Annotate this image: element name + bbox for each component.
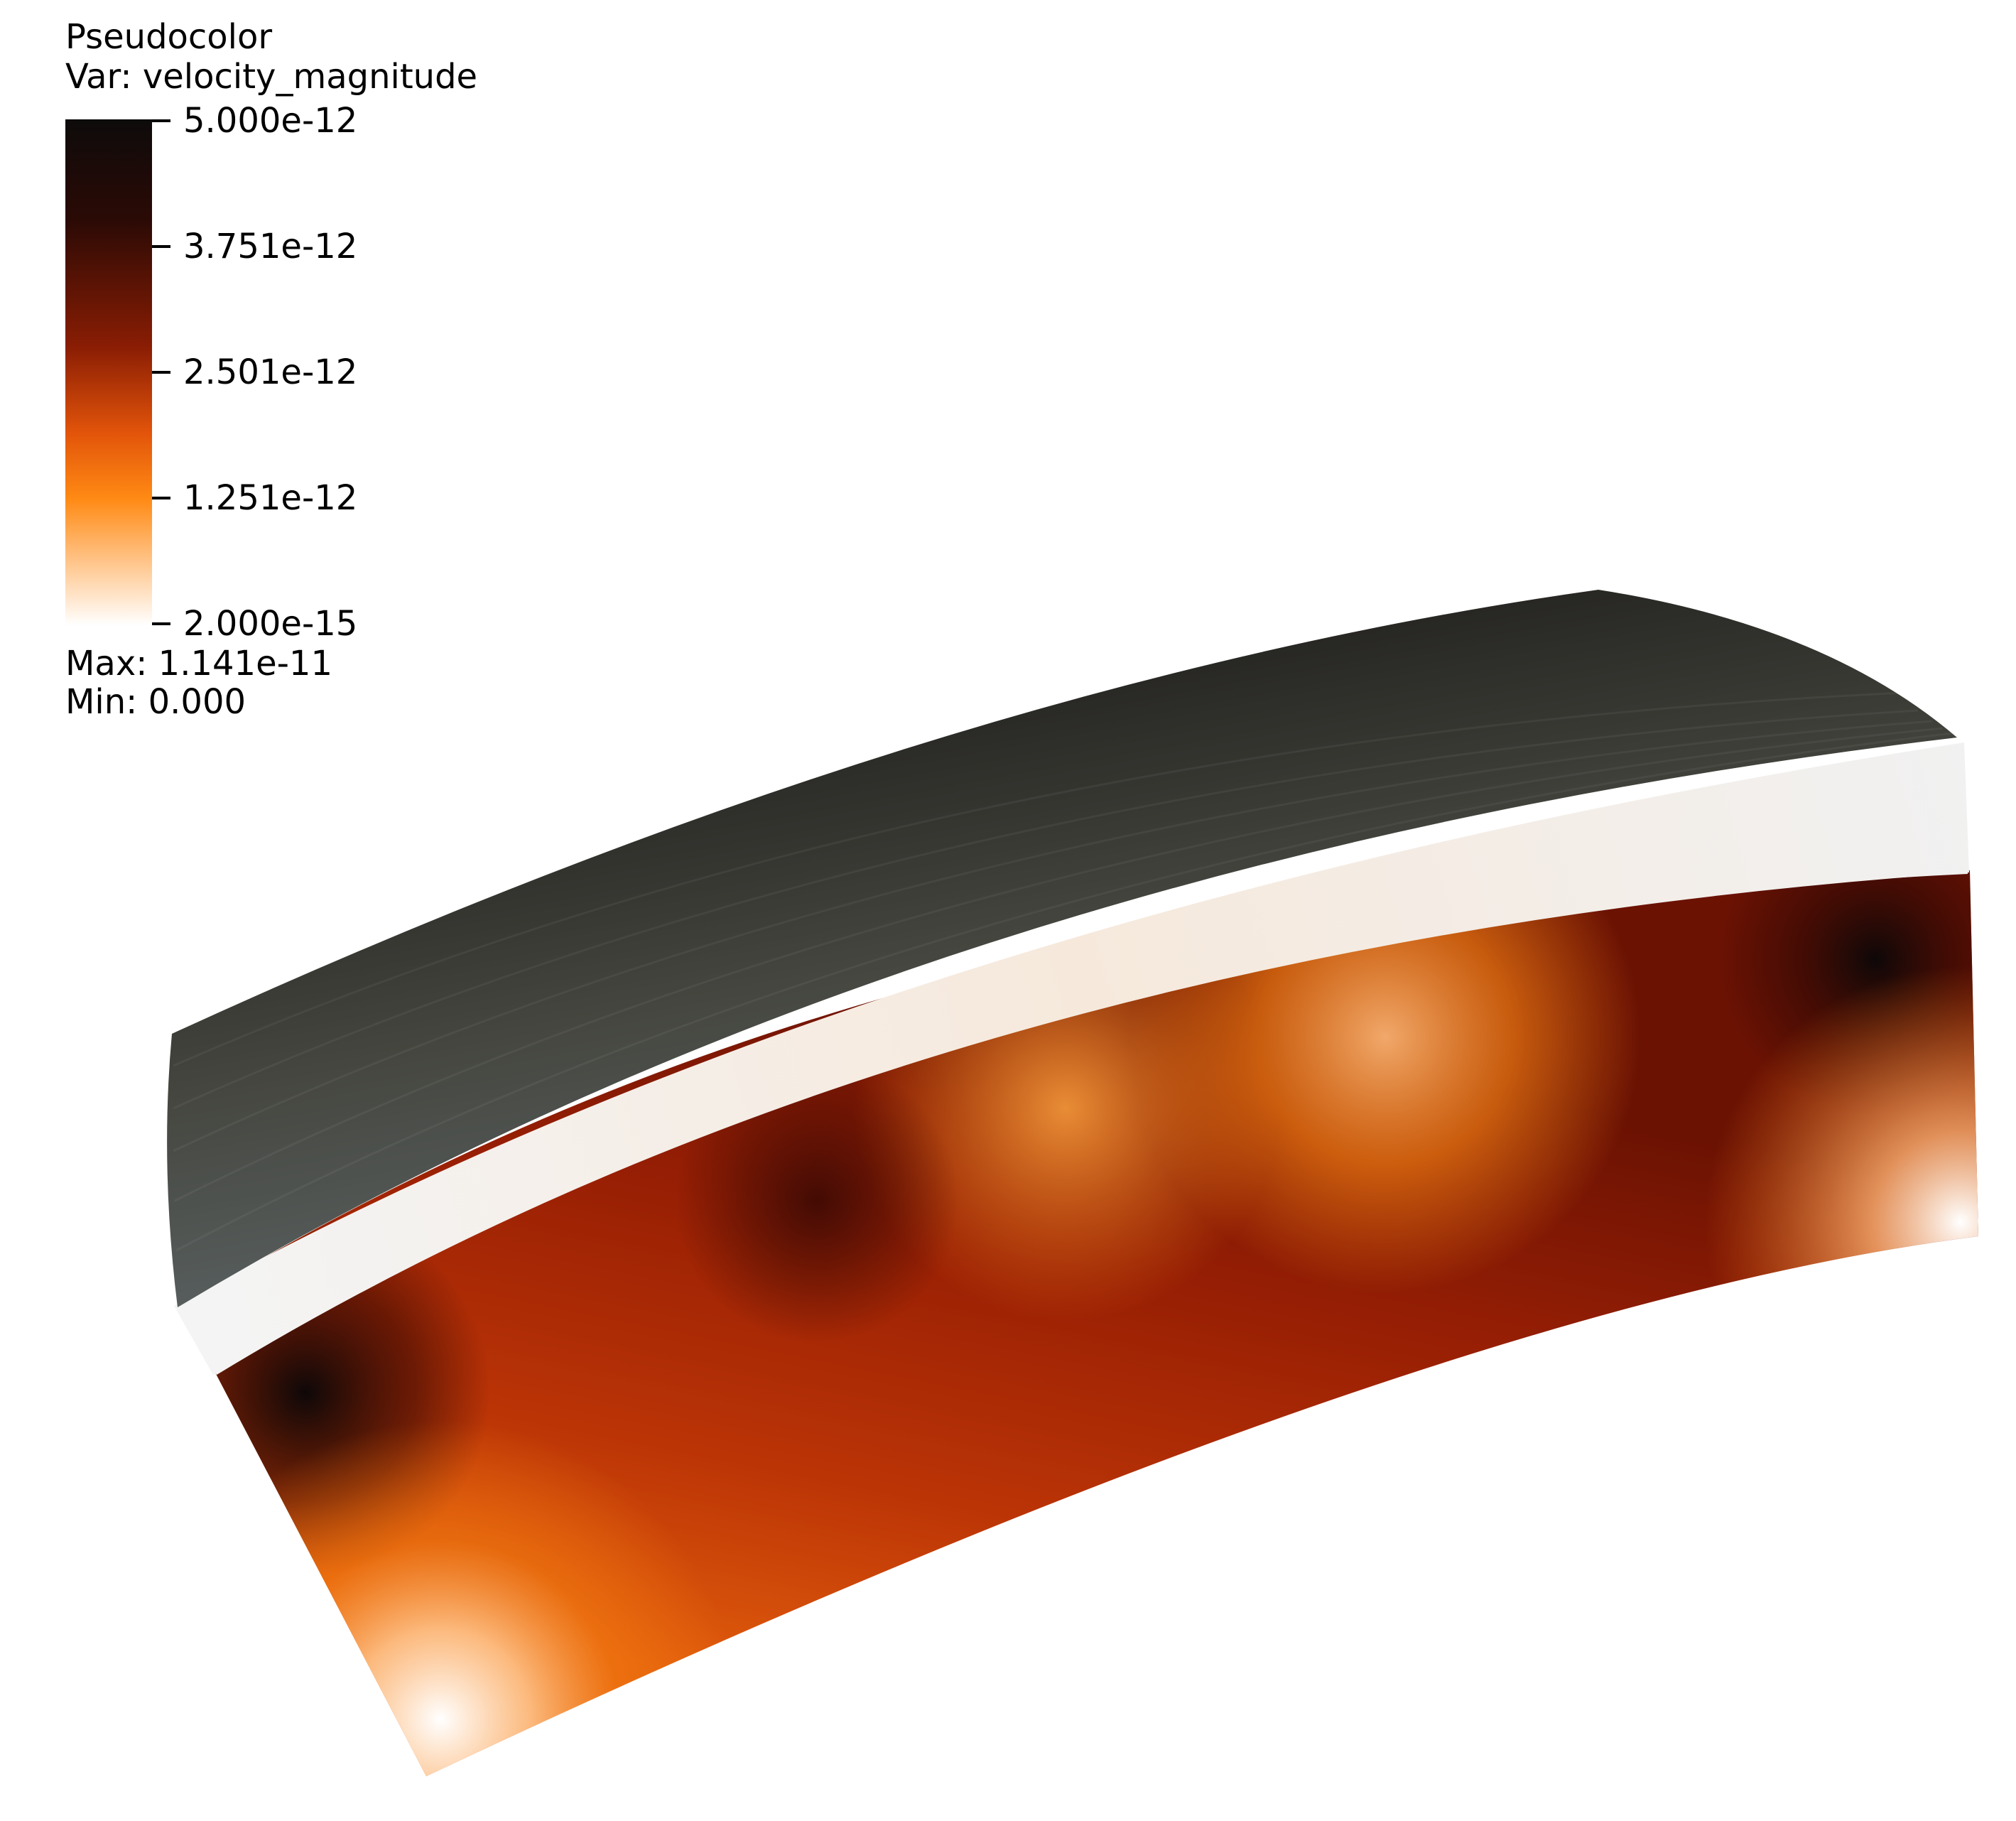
- white-band-upper: [174, 742, 1969, 1375]
- top-face: [167, 590, 1957, 1307]
- pseudocolor-slab: [167, 590, 1978, 1776]
- colorbar: [65, 119, 152, 625]
- colorbar-tick-label: 1.251e-12: [183, 478, 357, 518]
- colorbar-tick-label: 2.501e-12: [183, 352, 357, 392]
- colorbar-tick-label: 2.000e-15: [183, 604, 357, 644]
- plot-type-label: Pseudocolor: [65, 17, 272, 57]
- variable-label: Var: velocity_magnitude: [65, 57, 477, 97]
- colorbar-tick-label: 3.751e-12: [183, 227, 357, 266]
- colorbar-tick-label: 5.000e-12: [183, 101, 357, 141]
- colorbar-ticks: [152, 119, 170, 625]
- color-legend: Pseudocolor Var: velocity_magnitude 5.00…: [65, 17, 477, 722]
- min-value-label: Min: 0.000: [65, 682, 246, 722]
- top-face-bands: [173, 691, 1953, 1252]
- max-value-label: Max: 1.141e-11: [65, 644, 332, 683]
